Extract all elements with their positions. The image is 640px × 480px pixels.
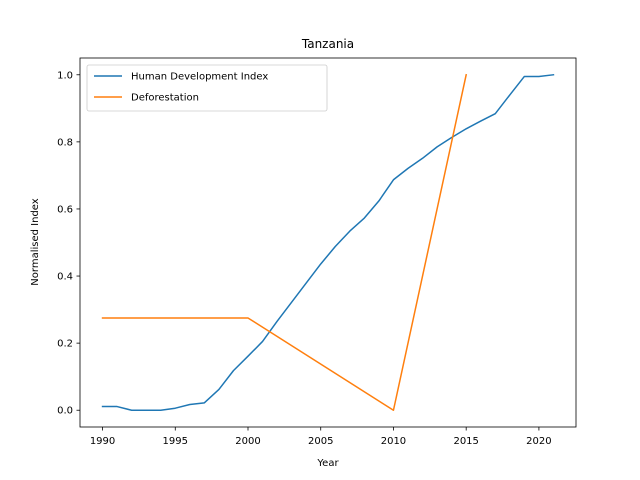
x-tick-label: 1990: [90, 436, 115, 447]
series-line-1: [101, 73, 468, 411]
x-tick-label: 2000: [235, 436, 260, 447]
y-tick-label: 0.2: [57, 339, 73, 350]
x-tick-label: 1995: [163, 436, 188, 447]
x-tick-label: 2010: [381, 436, 406, 447]
x-tick-label: 2015: [453, 436, 478, 447]
legend-label-0: Human Development Index: [131, 72, 268, 83]
y-tick-label: 1.0: [57, 70, 73, 81]
y-tick-label: 0.4: [57, 272, 73, 283]
series-line-0: [101, 73, 555, 411]
axes-frame: [79, 57, 577, 428]
plot-area: [79, 57, 577, 428]
y-axis: 0.0 0.2 0.4 0.6 0.8 1.0: [57, 70, 80, 417]
legend-box: [86, 64, 328, 112]
x-tick-label: 2005: [308, 436, 333, 447]
y-tick-label: 0.8: [57, 137, 73, 148]
chart-title: Tanzania: [301, 37, 354, 51]
x-tick-label: 2020: [526, 436, 551, 447]
x-axis: 1990 1995 2000 2005 2010 2015 2020: [90, 427, 552, 447]
x-axis-label: Year: [316, 458, 339, 469]
y-axis-label: Normalised Index: [30, 198, 41, 285]
legend-label-1: Deforestation: [131, 93, 199, 104]
y-tick-label: 0.0: [57, 406, 73, 417]
y-tick-label: 0.6: [57, 204, 73, 215]
legend: Human Development Index Deforestation: [86, 64, 328, 112]
